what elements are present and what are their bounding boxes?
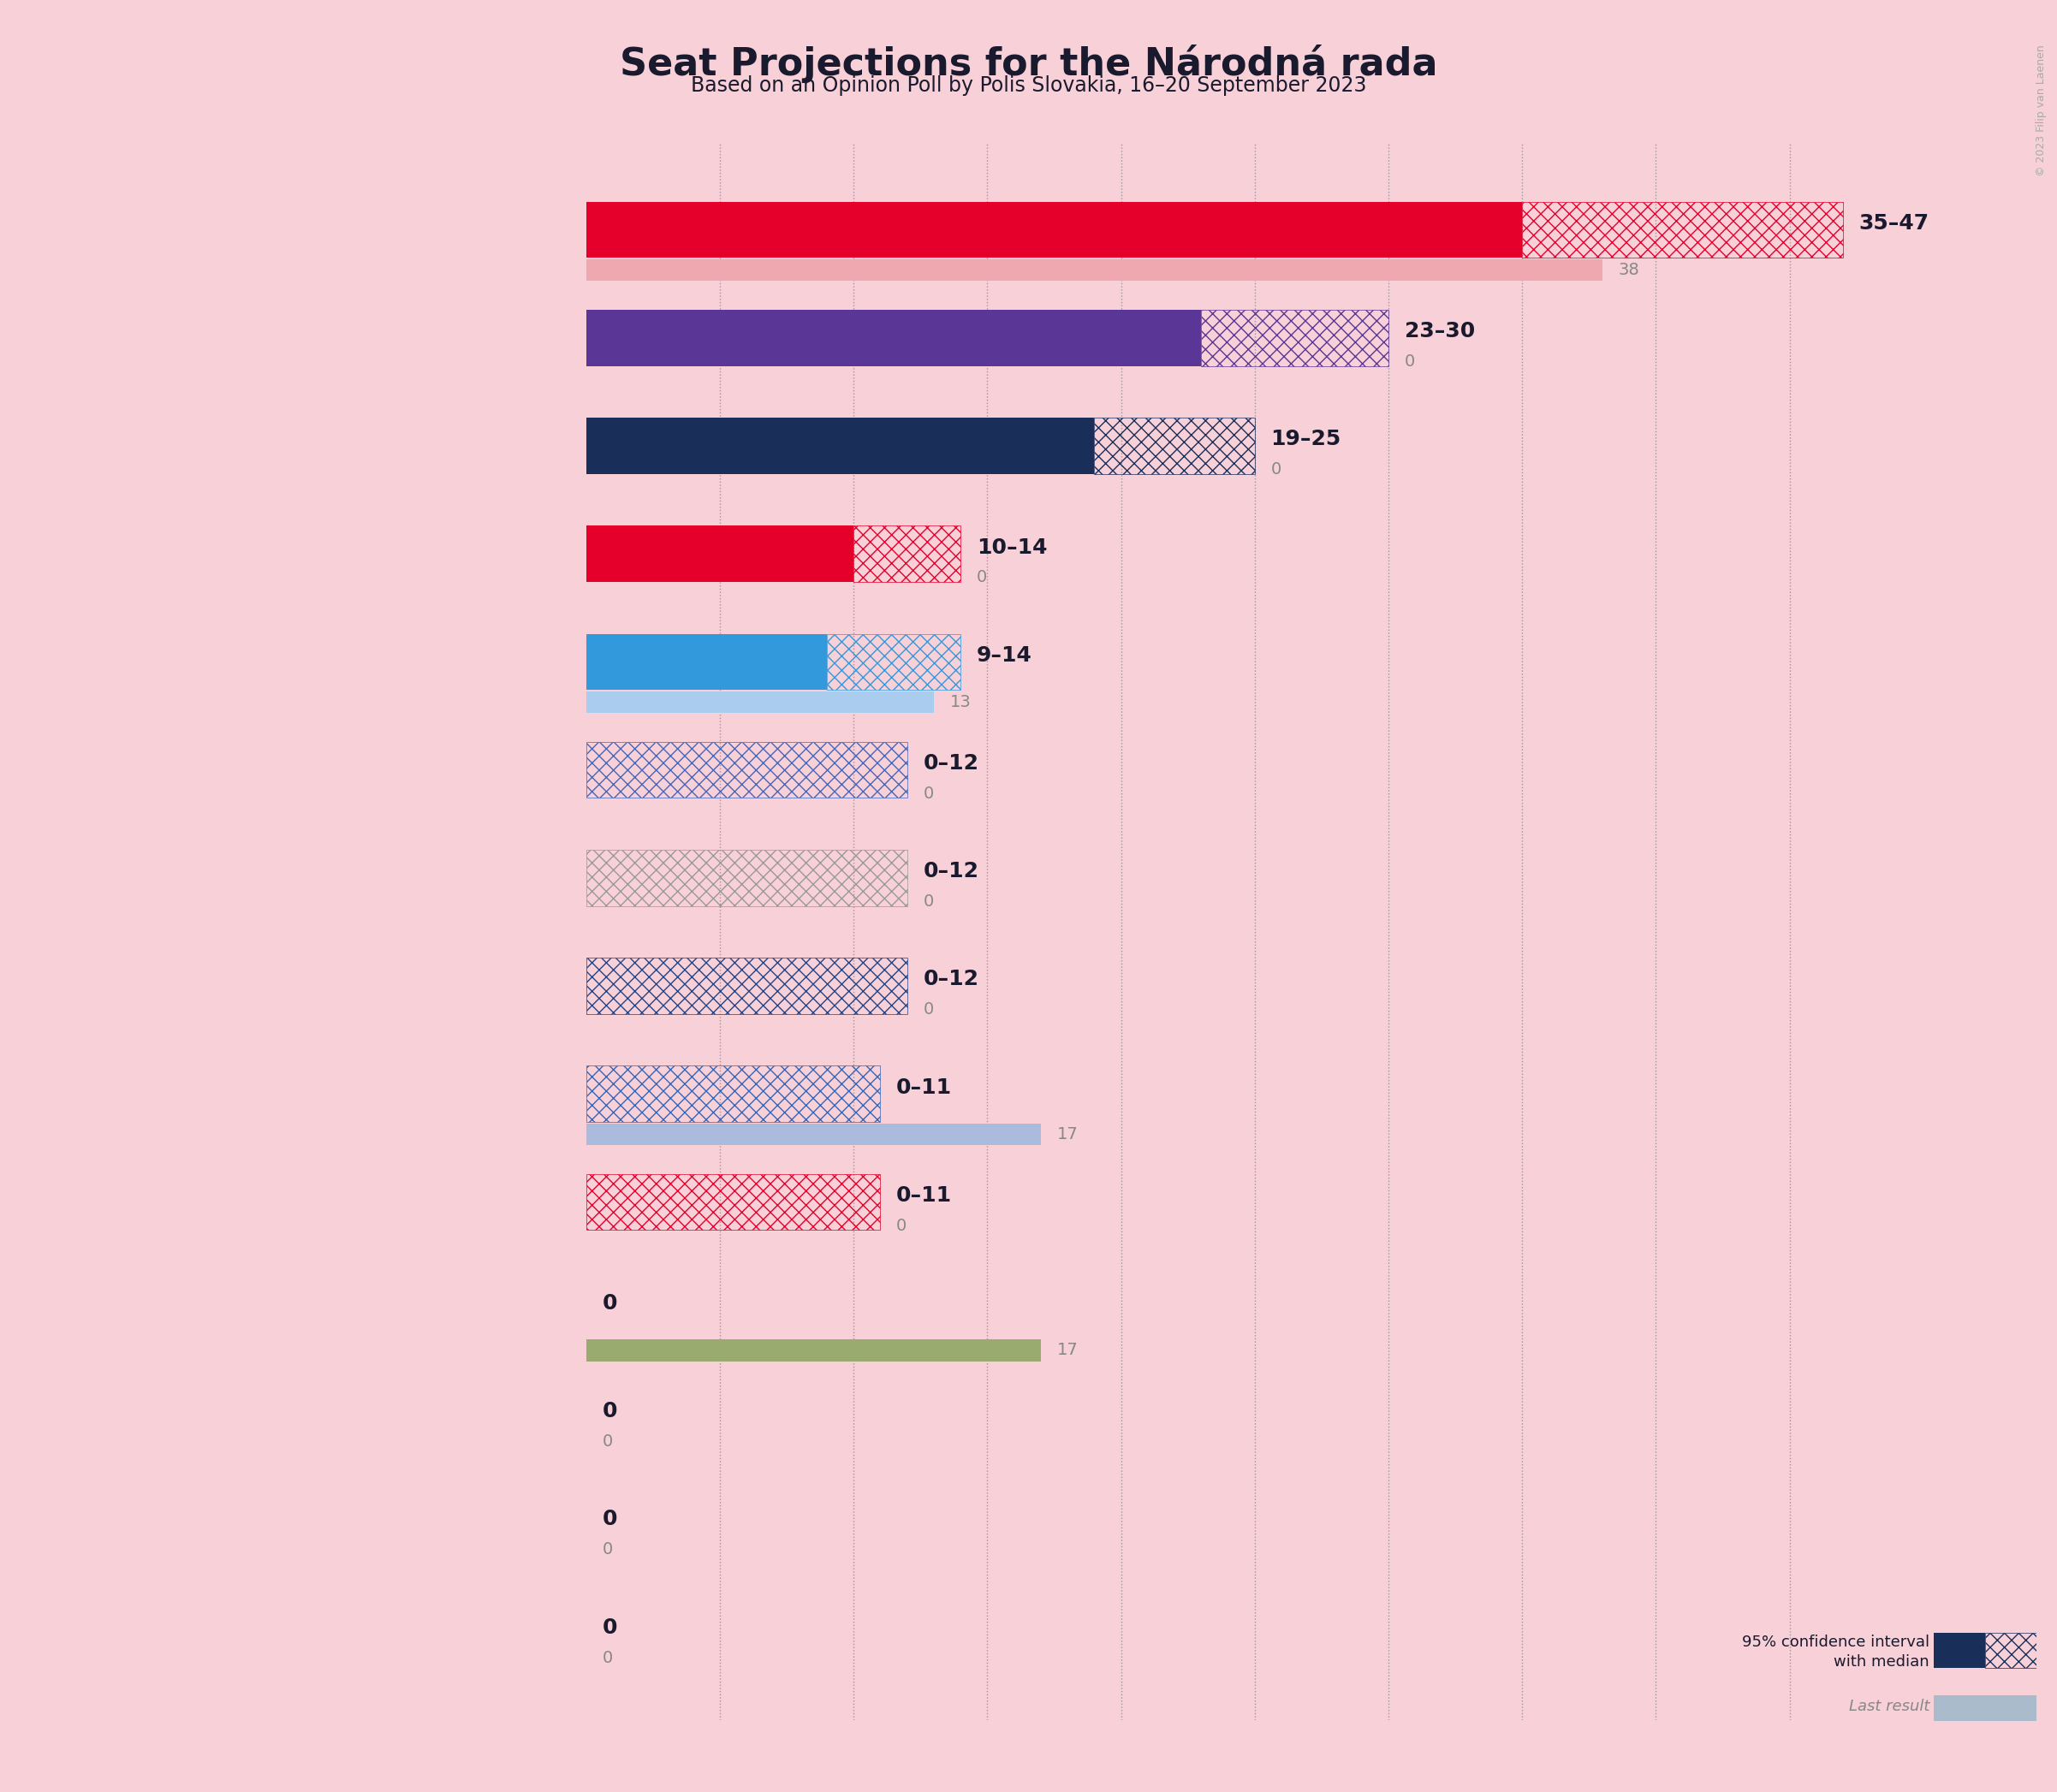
Bar xyxy=(586,742,907,797)
Text: 0: 0 xyxy=(603,1434,613,1450)
Bar xyxy=(1985,1633,2036,1668)
Text: Seat Projections for the Národná rada: Seat Projections for the Národná rada xyxy=(619,45,1438,82)
Text: 0: 0 xyxy=(603,1294,617,1314)
Text: 0–11: 0–11 xyxy=(897,1077,952,1098)
Bar xyxy=(586,957,907,1014)
Bar xyxy=(586,202,1522,258)
Text: 10–14: 10–14 xyxy=(977,538,1047,557)
Text: 0: 0 xyxy=(603,1541,613,1557)
Text: 0–11: 0–11 xyxy=(897,1185,952,1206)
Text: 0: 0 xyxy=(924,785,934,801)
Text: 95% confidence interval
with median: 95% confidence interval with median xyxy=(1742,1634,1929,1670)
Text: 0: 0 xyxy=(924,894,934,910)
Text: 17: 17 xyxy=(1057,1342,1078,1358)
Text: 0: 0 xyxy=(897,1217,907,1233)
Bar xyxy=(1201,310,1388,366)
Bar xyxy=(586,260,1602,281)
Text: 0–12: 0–12 xyxy=(924,969,979,989)
Text: 19–25: 19–25 xyxy=(1271,428,1341,450)
Text: 0–12: 0–12 xyxy=(924,862,979,882)
Text: 0: 0 xyxy=(1271,461,1282,478)
Bar xyxy=(586,1066,880,1122)
Bar xyxy=(586,849,907,907)
Text: 38: 38 xyxy=(1619,262,1639,278)
Bar xyxy=(827,634,961,690)
Text: 0: 0 xyxy=(603,1401,617,1421)
Bar xyxy=(586,1124,1041,1145)
Text: 0: 0 xyxy=(603,1509,617,1530)
Text: 13: 13 xyxy=(950,694,971,710)
Bar xyxy=(586,418,1094,473)
Bar xyxy=(1934,1633,1985,1668)
Text: 0–12: 0–12 xyxy=(924,753,979,774)
Text: 23–30: 23–30 xyxy=(1405,321,1475,342)
Text: 0: 0 xyxy=(924,1002,934,1018)
Bar xyxy=(586,525,854,582)
Bar xyxy=(586,1339,1041,1362)
Text: 0: 0 xyxy=(1405,353,1415,369)
Bar xyxy=(1934,1695,2036,1720)
Text: 17: 17 xyxy=(1057,1125,1078,1143)
Bar xyxy=(586,310,1201,366)
Text: 35–47: 35–47 xyxy=(1860,213,1929,233)
Text: Based on an Opinion Poll by Polis Slovakia, 16–20 September 2023: Based on an Opinion Poll by Polis Slovak… xyxy=(691,75,1366,95)
Bar xyxy=(854,525,961,582)
Text: Last result: Last result xyxy=(1849,1699,1929,1715)
Bar xyxy=(586,692,934,713)
Bar xyxy=(1094,418,1255,473)
Bar xyxy=(586,634,827,690)
Text: 0: 0 xyxy=(603,1650,613,1667)
Text: 0: 0 xyxy=(977,570,987,586)
Bar xyxy=(586,1174,880,1229)
Text: 9–14: 9–14 xyxy=(977,645,1033,665)
Text: © 2023 Filip van Laenen: © 2023 Filip van Laenen xyxy=(2036,45,2047,176)
Text: 0: 0 xyxy=(603,1616,617,1638)
Bar xyxy=(1522,202,1843,258)
